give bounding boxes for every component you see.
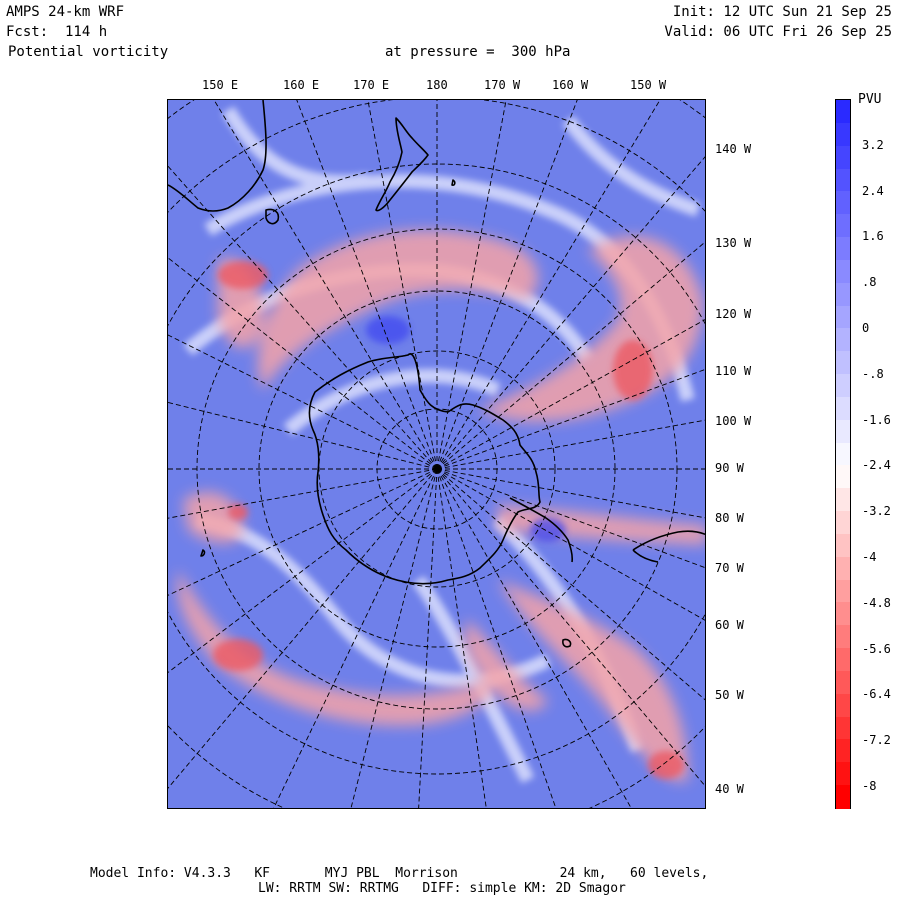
- lon-label-right: 100 W: [715, 414, 752, 428]
- colorbar-tick-label: -4: [862, 550, 877, 565]
- colorbar-cell: [836, 328, 850, 352]
- coastlines: [168, 100, 705, 648]
- colorbar-cell: [836, 762, 850, 786]
- lon-label-right: 50 W: [715, 688, 744, 702]
- antarctic-peninsula-coastline: [509, 497, 574, 563]
- new-zealand-coastline: [375, 117, 429, 212]
- colorbar-cell: [836, 259, 850, 284]
- lon-label-right: 110 W: [715, 364, 752, 378]
- colorbar-tick-label: -8: [862, 779, 877, 794]
- colorbar-cell: [836, 739, 850, 763]
- colorbar-cell: [836, 785, 850, 809]
- tasmania-coastline: [265, 208, 280, 225]
- lon-label-right: 80 W: [715, 511, 744, 525]
- variable-name: Potential vorticity: [8, 44, 169, 60]
- colorbar-tick-label: 0: [862, 321, 870, 336]
- colorbar-tick-label: -.8: [862, 366, 884, 381]
- colorbar-cell: [836, 648, 850, 672]
- colorbar-cell: [836, 533, 850, 558]
- colorbar-cell: [836, 168, 850, 192]
- model-info-line2: LW: RRTM SW: RRTMG DIFF: simple KM: 2D S…: [258, 881, 626, 896]
- lon-label-right: 130 W: [715, 236, 752, 250]
- pv-positive-cores: [366, 316, 566, 542]
- colorbar-cell: [836, 282, 850, 307]
- colorbar-cell: [836, 237, 850, 261]
- lon-label-top: 160 W: [552, 78, 589, 92]
- model-title: AMPS 24-km WRF: [6, 4, 125, 20]
- colorbar-cell: [836, 191, 850, 215]
- colorbar-cell: [836, 511, 850, 535]
- colorbar-cell: [836, 145, 850, 170]
- lon-label-top: 180: [426, 78, 448, 92]
- colorbar-title: PVU: [858, 92, 882, 107]
- lon-label-right: 40 W: [715, 782, 744, 796]
- falklands-coastline: [562, 638, 572, 648]
- init-time: Init: 12 UTC Sun 21 Sep 25: [672, 4, 892, 20]
- colorbar-cell: [836, 716, 850, 741]
- colorbar-cell: [836, 602, 850, 626]
- model-info-line1: Model Info: V4.3.3 KF MYJ PBL Morrison 2…: [90, 866, 709, 881]
- colorbar-tick-label: -1.6: [862, 412, 891, 427]
- colorbar-tick-label: -4.8: [862, 595, 891, 610]
- colorbar-cell: [836, 419, 850, 444]
- colorbar-tick-label: -3.2: [862, 504, 891, 519]
- colorbar-cell: [836, 214, 850, 238]
- colorbar-cell: [836, 442, 850, 467]
- pv-strong-negative-cores: [213, 261, 684, 779]
- colorbar-cell: [836, 374, 850, 398]
- colorbar-cell: [836, 625, 850, 649]
- lon-label-top: 170 E: [353, 78, 390, 92]
- lon-label-top: 160 E: [283, 78, 320, 92]
- lon-label-right: 140 W: [715, 142, 752, 156]
- australia-coastline: [168, 100, 267, 212]
- pressure-level: at pressure = 300 hPa: [385, 44, 571, 60]
- colorbar-cell: [836, 465, 850, 489]
- colorbar-tick-label: 1.6: [862, 229, 884, 244]
- colorbar-cell: [836, 488, 850, 512]
- colorbar-cell: [836, 556, 850, 581]
- valid-time: Valid: 06 UTC Fri 26 Sep 25: [664, 24, 892, 40]
- lon-label-right: 70 W: [715, 561, 744, 575]
- colorbar-tick-label: -6.4: [862, 687, 891, 702]
- colorbar-cell: [836, 305, 850, 329]
- colorbar: [835, 99, 851, 809]
- south-america-coastline: [632, 530, 705, 563]
- colorbar-tick-label: 2.4: [862, 183, 884, 198]
- colorbar-cell: [836, 351, 850, 375]
- colorbar-tick-label: -2.4: [862, 458, 891, 473]
- colorbar-tick-label: -5.6: [862, 641, 891, 656]
- colorbar-tick-label: -7.2: [862, 733, 891, 748]
- colorbar-cell: [836, 100, 850, 124]
- colorbar-cell: [836, 396, 850, 421]
- lon-label-top: 170 W: [484, 78, 521, 92]
- colorbar-tick-label: .8: [862, 275, 877, 290]
- colorbar-cell: [836, 670, 850, 695]
- colorbar-tick-label: 3.2: [862, 137, 884, 152]
- forecast-hour: Fcst: 114 h: [6, 24, 108, 40]
- colorbar-cell: [836, 693, 850, 718]
- lon-label-top: 150 E: [202, 78, 239, 92]
- lon-label-right: 60 W: [715, 618, 744, 632]
- colorbar-cell: [836, 579, 850, 604]
- lon-label-right: 90 W: [715, 461, 744, 475]
- potential-vorticity-map: [167, 99, 706, 809]
- lon-label-top: 150 W: [630, 78, 667, 92]
- colorbar-cell: [836, 122, 850, 147]
- lon-label-right: 120 W: [715, 307, 752, 321]
